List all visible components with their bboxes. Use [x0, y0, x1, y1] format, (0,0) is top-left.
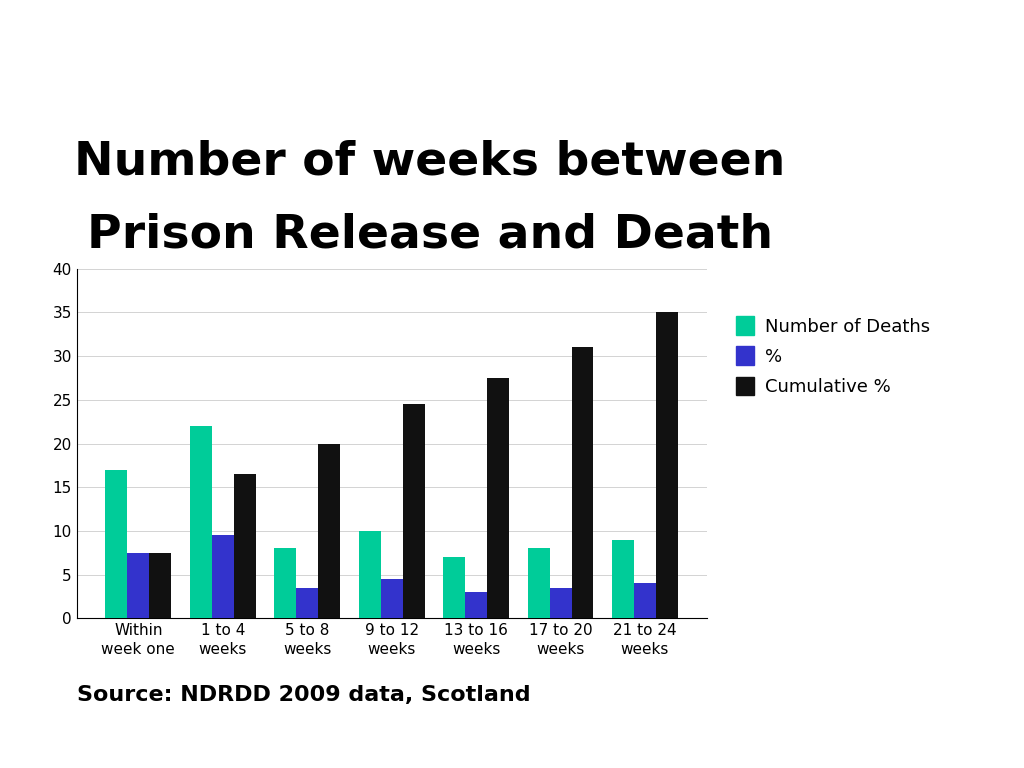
Text: NHS Health Scotland: NHS Health Scotland — [778, 15, 988, 34]
Bar — [465, 592, 487, 618]
Bar — [443, 557, 465, 618]
Bar — [402, 404, 425, 618]
Text: Prison Release and Death: Prison Release and Death — [87, 212, 773, 257]
Bar — [274, 548, 296, 618]
Bar — [381, 579, 402, 618]
Bar — [487, 378, 509, 618]
Bar — [571, 347, 594, 618]
Bar — [656, 313, 678, 618]
Bar — [296, 588, 318, 618]
Bar — [189, 426, 212, 618]
Bar — [318, 444, 340, 618]
Bar — [612, 540, 634, 618]
Bar — [550, 588, 571, 618]
Bar — [150, 553, 171, 618]
Bar — [127, 553, 150, 618]
Legend: Number of Deaths, %, Cumulative %: Number of Deaths, %, Cumulative % — [736, 316, 930, 396]
Bar — [233, 474, 256, 618]
Bar — [634, 584, 656, 618]
Bar — [358, 531, 381, 618]
Text: © NHS Health Scotland: © NHS Health Scotland — [807, 725, 970, 739]
Bar — [105, 470, 127, 618]
Text: Number of weeks between: Number of weeks between — [75, 139, 785, 184]
Bar — [527, 548, 550, 618]
Text: Source: NDRDD 2009 data, Scotland: Source: NDRDD 2009 data, Scotland — [77, 685, 530, 705]
Bar — [212, 535, 233, 618]
